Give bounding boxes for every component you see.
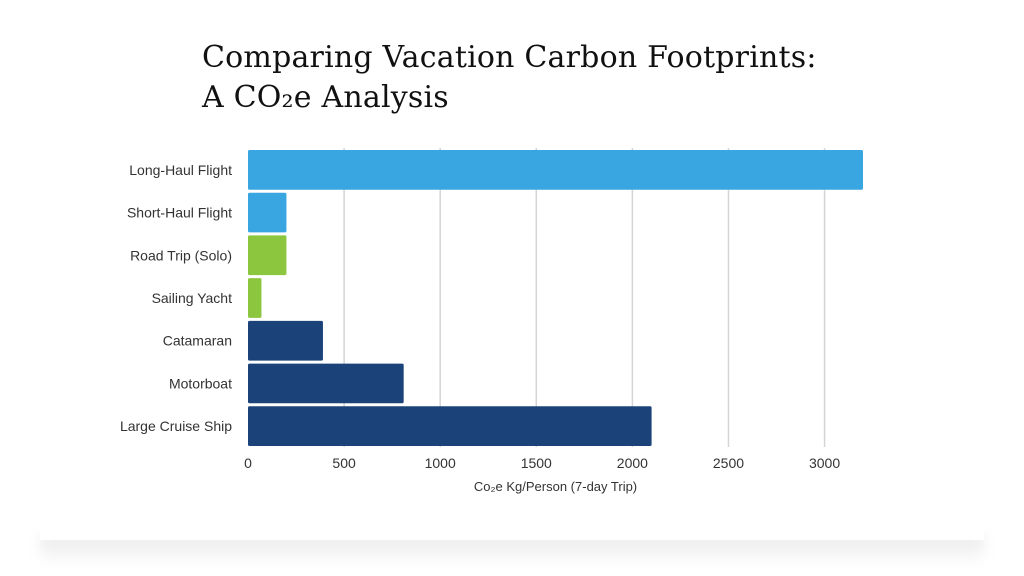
x-tick-label: 500 [332, 455, 356, 471]
card-shadow [40, 535, 984, 565]
bar [248, 278, 262, 318]
bars [248, 150, 863, 446]
chart-title-line-1: Comparing Vacation Carbon Footprints: [202, 40, 817, 75]
bar [248, 150, 863, 190]
category-label: Short-Haul Flight [127, 205, 232, 221]
bar [248, 192, 287, 233]
chart-title: Comparing Vacation Carbon Footprints: A … [202, 38, 817, 118]
chart-card [40, 0, 984, 540]
bar [248, 406, 652, 446]
bar [248, 235, 287, 276]
x-tick-label: 1000 [425, 455, 456, 471]
category-label: Long-Haul Flight [129, 162, 232, 178]
category-label: Catamaran [163, 333, 232, 349]
x-tick-label: 2000 [617, 455, 648, 471]
x-tick-labels: 0 500 1000 1500 2000 2500 3000 [244, 455, 840, 471]
grid-lines [343, 148, 826, 447]
category-label: Road Trip (Solo) [130, 247, 232, 263]
bar [248, 363, 404, 404]
x-tick-label: 1500 [521, 455, 552, 471]
x-tick-label: 0 [244, 455, 252, 471]
bar [248, 320, 323, 361]
x-tick-label: 3000 [809, 455, 840, 471]
category-label: Motorboat [169, 375, 232, 391]
x-axis-label: Co₂e Kg/Person (7-day Trip) [474, 479, 637, 494]
chart-title-line-2: A CO₂e Analysis [202, 80, 449, 115]
category-labels: Long-Haul Flight Short-Haul Flight Road Tr… [120, 162, 232, 434]
x-tick-label: 2500 [713, 455, 744, 471]
category-label: Sailing Yacht [152, 290, 233, 306]
category-label: Large Cruise Ship [120, 418, 232, 434]
